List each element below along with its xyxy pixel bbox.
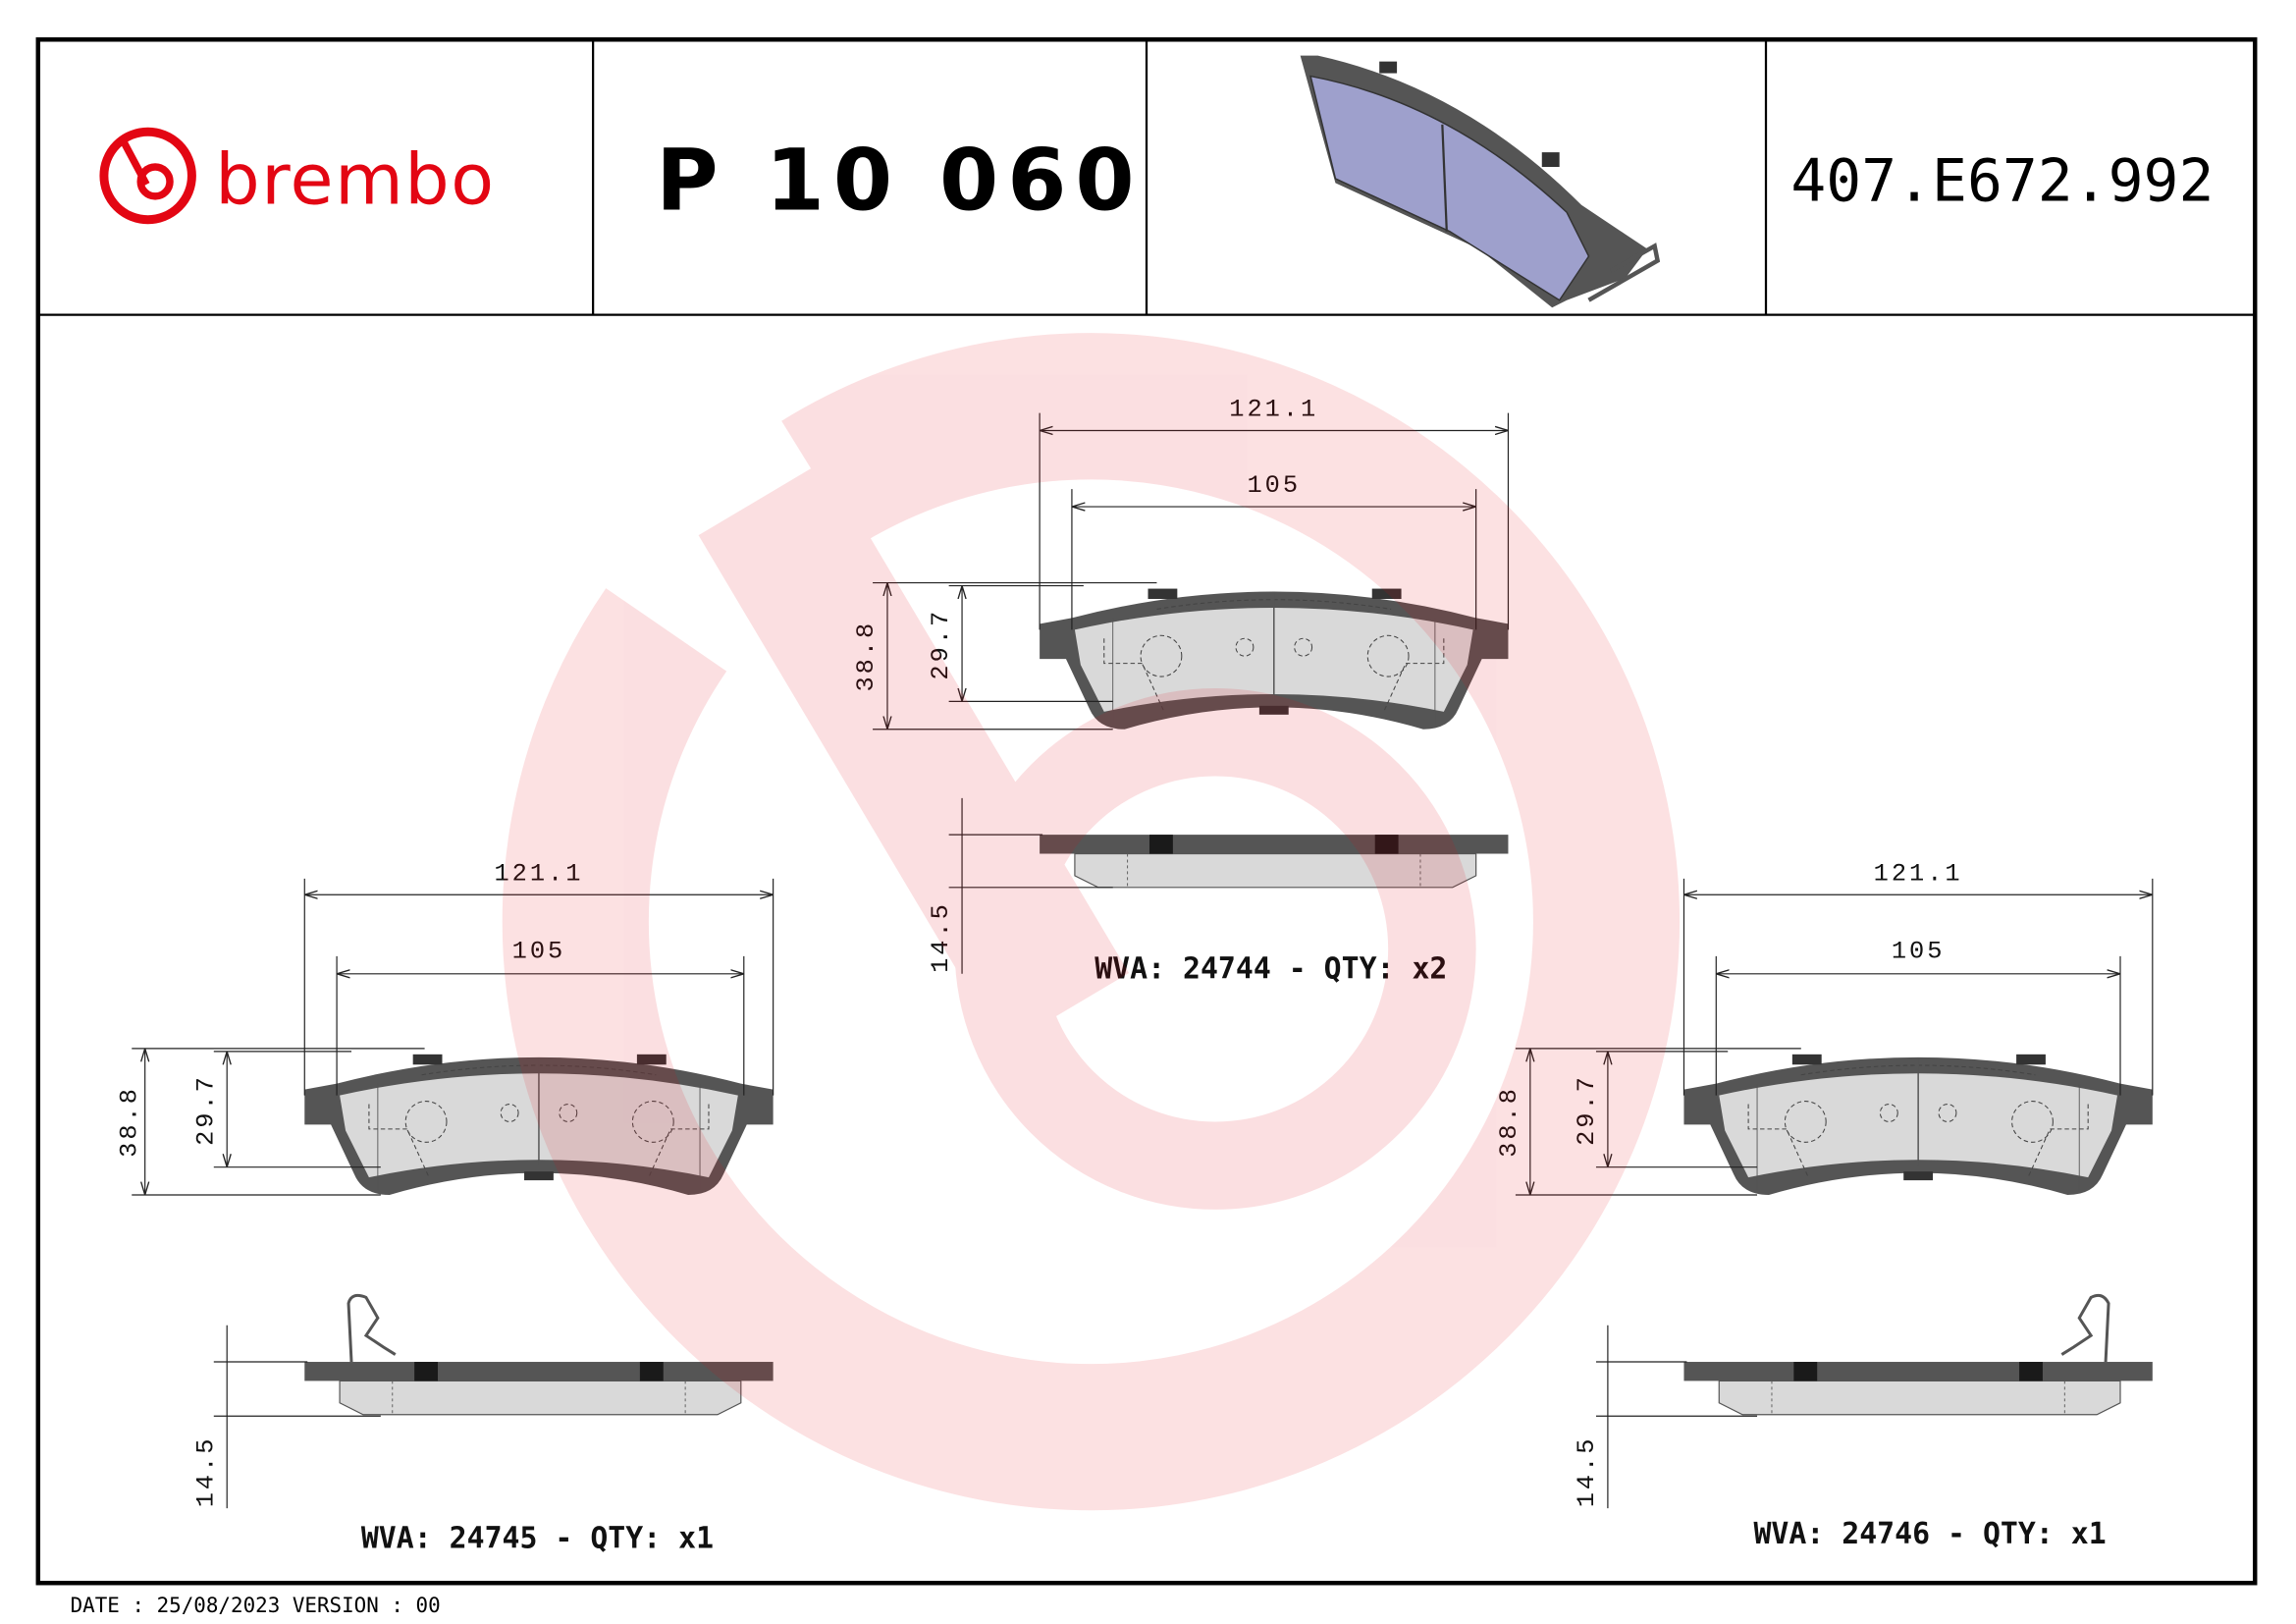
pad-front-view xyxy=(1682,1054,2154,1196)
pad-view-24746: 121.1 105 38.8 29.7 14.5 WVA: 24746 - QT… xyxy=(1495,859,2154,1551)
brembo-logo-icon xyxy=(99,127,196,225)
title-block xyxy=(37,39,2256,316)
pad-view-24744: 121.1 105 38.8 29.7 14.5 WVA: 24744 - QT… xyxy=(852,396,1510,986)
wva-label: WVA: 24744 - QTY: x2 xyxy=(1095,951,1447,986)
brembo-logo: brembo xyxy=(99,127,495,225)
wva-label: WVA: 24746 - QTY: x1 xyxy=(1753,1517,2106,1551)
pad-side-view xyxy=(1682,1361,2154,1416)
pad-view-24745: 121.1 105 38.8 29.7 14.5 WVA: 24745 - QT… xyxy=(116,859,774,1555)
dim-overall-height: 38.8 xyxy=(1495,1086,1523,1158)
dim-friction-height: 29.7 xyxy=(927,609,955,680)
dim-overall-height: 38.8 xyxy=(116,1086,144,1158)
dim-friction-length: 105 xyxy=(1892,937,1946,965)
dim-overall-height: 38.8 xyxy=(852,621,881,692)
dim-friction-height: 29.7 xyxy=(1573,1074,1601,1146)
dim-friction-height: 29.7 xyxy=(191,1074,220,1146)
dim-thickness: 14.5 xyxy=(927,901,955,973)
dim-thickness: 14.5 xyxy=(191,1436,220,1508)
wear-clip xyxy=(347,1293,397,1363)
brand-name: brembo xyxy=(215,138,495,220)
pad-side-view xyxy=(303,1361,774,1416)
wear-clip xyxy=(2060,1293,2110,1363)
dim-friction-length: 105 xyxy=(512,937,566,965)
dim-overall-length: 121.1 xyxy=(494,859,583,888)
dim-friction-length: 105 xyxy=(1247,471,1301,500)
brembo-watermark-icon xyxy=(502,333,1681,1511)
dim-overall-length: 121.1 xyxy=(1874,859,1963,888)
wva-label: WVA: 24745 - QTY: x1 xyxy=(361,1521,714,1555)
product-render-image xyxy=(1300,55,1661,308)
reference-number: 407.E672.992 xyxy=(1790,147,2214,215)
date-version: DATE : 25/08/2023 VERSION : 00 xyxy=(71,1594,441,1617)
dim-thickness: 14.5 xyxy=(1573,1436,1601,1508)
dim-overall-length: 121.1 xyxy=(1229,396,1318,424)
part-number: P 10 060 xyxy=(656,132,1143,230)
